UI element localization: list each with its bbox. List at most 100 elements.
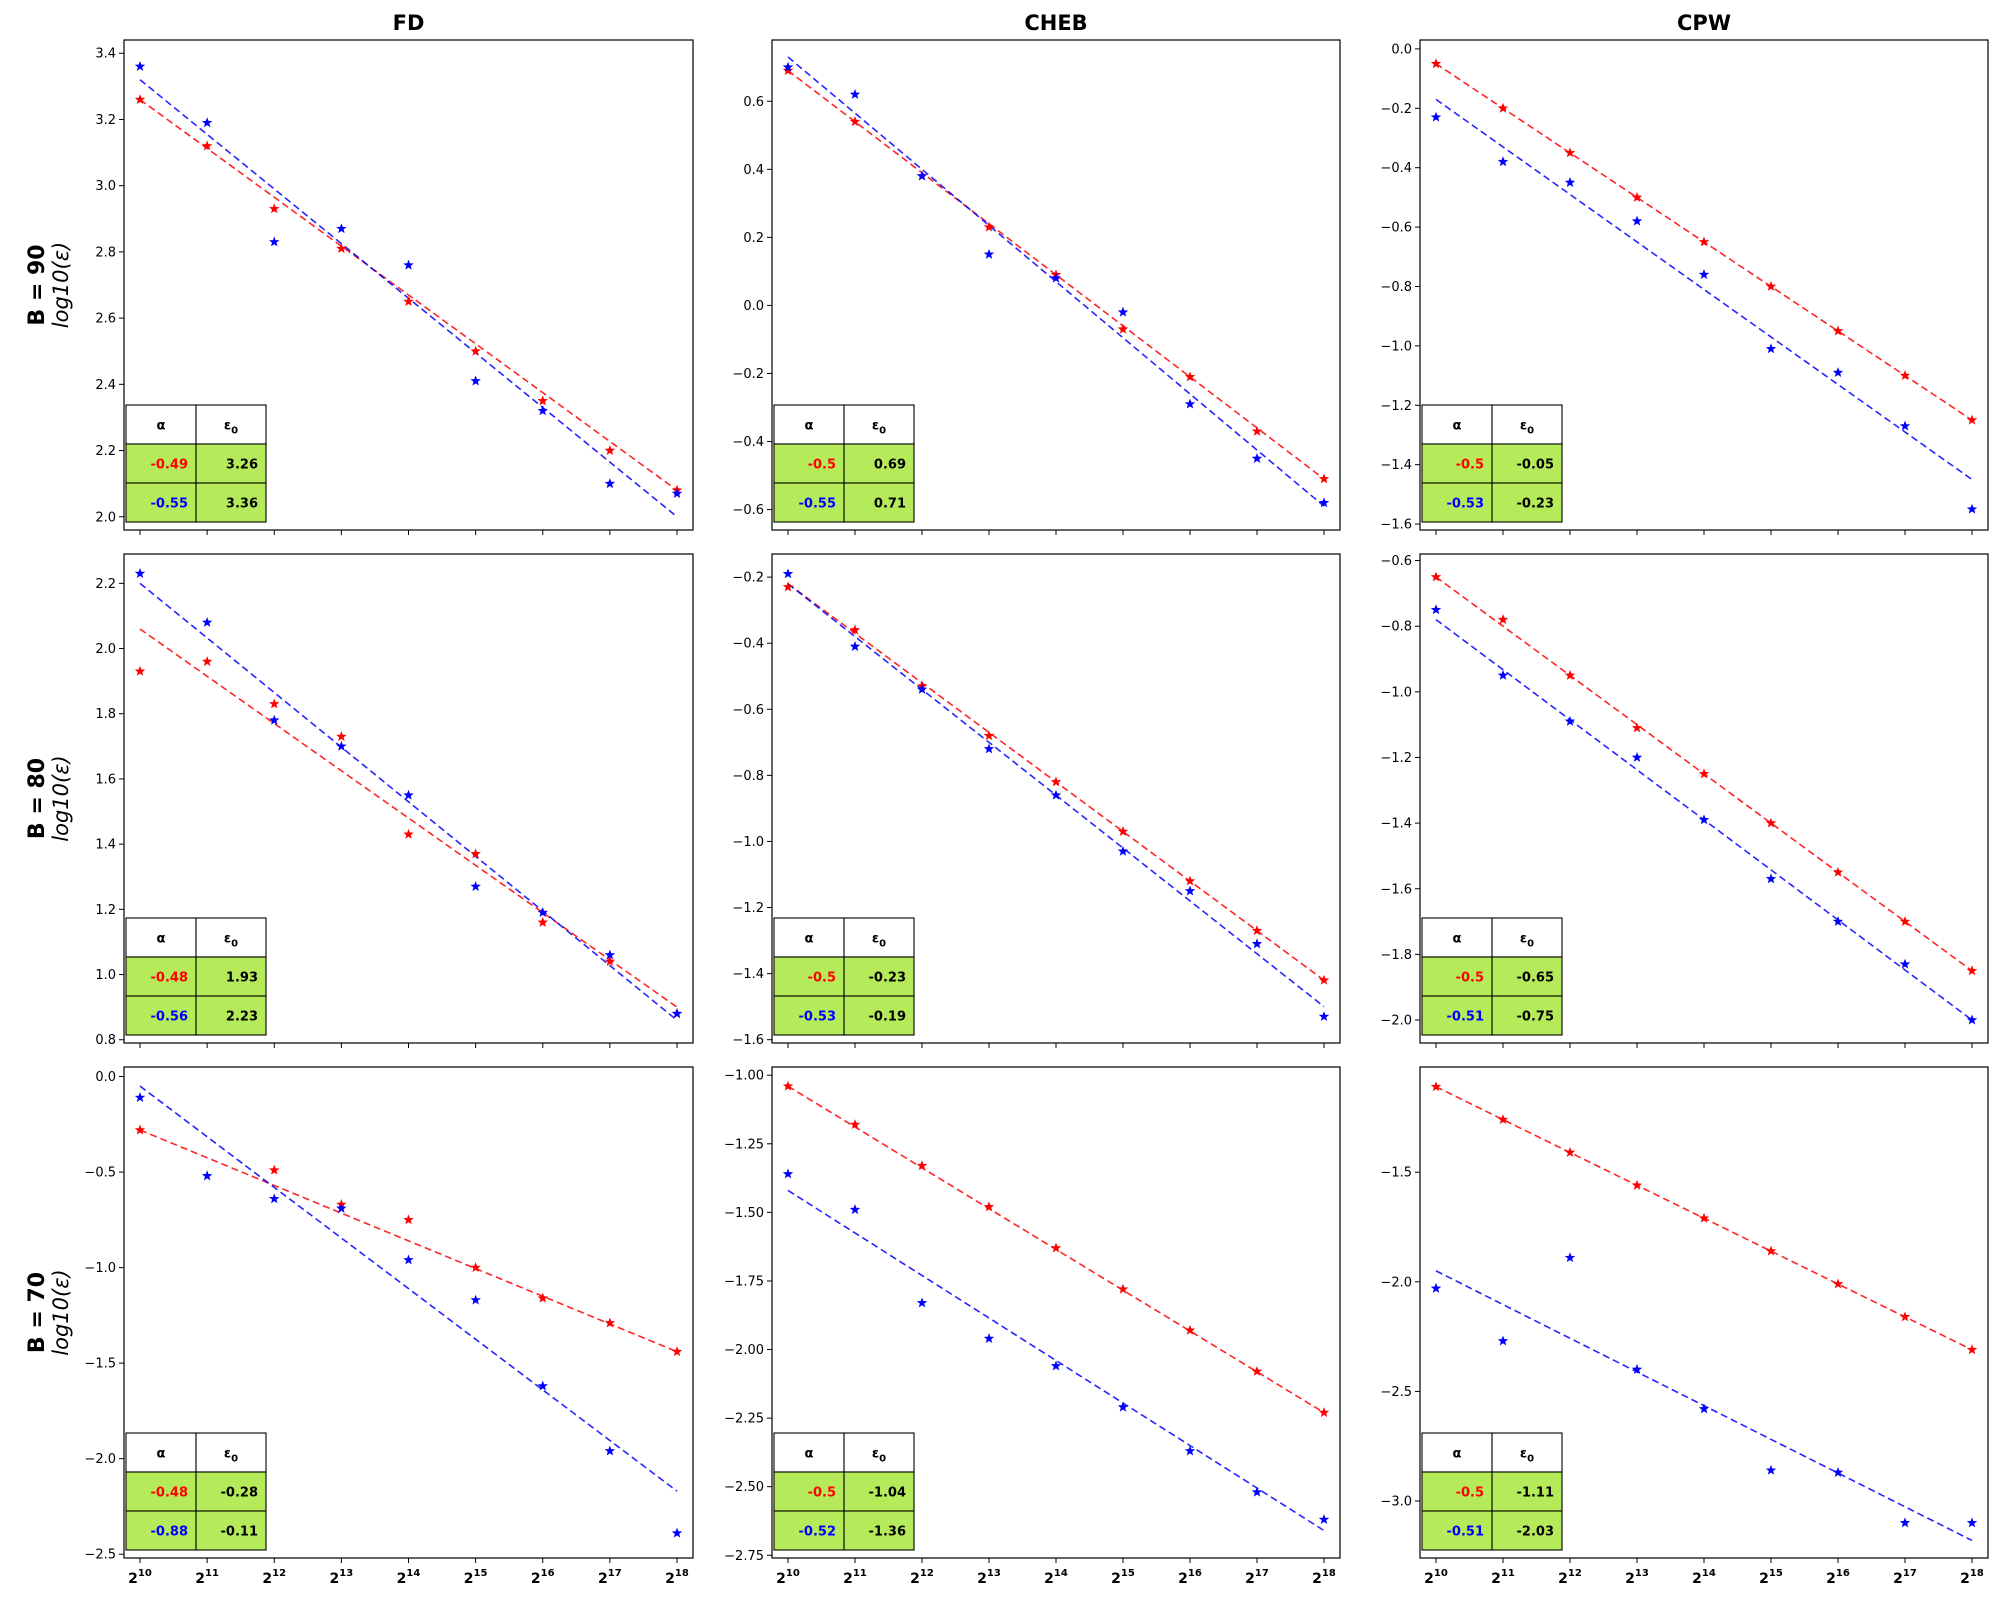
y-axis-label: log10(ε) <box>49 1269 73 1355</box>
data-point-blue <box>1050 272 1062 283</box>
y-tick-label: 2.2 <box>95 577 116 592</box>
eps0-value-red: 0.69 <box>874 458 906 473</box>
table-header-cell <box>125 404 197 445</box>
table-cell <box>195 956 267 997</box>
x-tick-label: 212 <box>1558 1568 1582 1587</box>
data-point-blue <box>1430 604 1442 615</box>
x-tick-label: 217 <box>1245 1568 1269 1587</box>
y-tick-label: −1.6 <box>1380 518 1412 533</box>
x-tick-label: 216 <box>1178 1568 1202 1587</box>
x-tick-label: 216 <box>531 1568 555 1587</box>
y-tick-label: −1.0 <box>1380 339 1412 354</box>
table-header-cell <box>1421 1432 1493 1473</box>
table-cell <box>843 995 915 1036</box>
y-tick-label: −1.6 <box>1380 882 1412 897</box>
alpha-value-red: -0.5 <box>1456 1486 1484 1501</box>
data-point-red <box>849 624 861 635</box>
fit-table: α ε0 -0.48 1.93 -0.56 2.23 <box>125 917 267 1036</box>
alpha-value-blue: -0.88 <box>151 1525 188 1540</box>
data-point-red <box>849 116 861 127</box>
y-tick-label: 2.4 <box>95 378 116 393</box>
alpha-value-red: -0.48 <box>151 1486 188 1501</box>
data-point-blue <box>1832 1467 1844 1477</box>
y-tick-label: −0.8 <box>732 769 764 784</box>
eps0-value-blue: 2.23 <box>226 1010 258 1025</box>
data-point-red <box>782 1080 794 1091</box>
y-tick-label: −2.0 <box>1380 1014 1412 1029</box>
fit-table: α ε0 -0.5 -0.65 -0.51 -0.75 <box>1421 917 1563 1036</box>
data-point-blue <box>604 949 616 960</box>
data-point-blue <box>1899 420 1911 431</box>
data-point-blue <box>201 117 213 128</box>
y-tick-label: −0.8 <box>1380 620 1412 635</box>
x-tick-label: 214 <box>397 1568 421 1587</box>
data-point-blue <box>1631 215 1643 226</box>
data-point-blue <box>983 743 995 754</box>
y-tick-label: −0.6 <box>1380 554 1412 569</box>
table-cell <box>843 1471 915 1512</box>
y-tick-label: 1.0 <box>95 968 116 983</box>
data-point-blue <box>134 60 146 71</box>
table-header-cell <box>843 404 915 445</box>
table-header-eps0: ε0 <box>1520 419 1534 437</box>
data-point-red <box>1430 58 1442 69</box>
table-header-eps0: ε0 <box>224 1447 238 1465</box>
table-cell <box>843 482 915 523</box>
y-tick-label: 1.8 <box>95 707 116 722</box>
alpha-value-red: -0.49 <box>151 458 188 473</box>
y-tick-label: 0.6 <box>743 95 764 110</box>
data-point-blue <box>537 405 548 416</box>
data-point-blue <box>201 1170 213 1181</box>
data-point-blue <box>849 88 861 99</box>
table-header-cell <box>195 1432 267 1473</box>
data-point-blue <box>1966 1517 1978 1528</box>
column-title-fd: FD <box>393 11 425 35</box>
y-tick-label: −1.0 <box>84 1261 116 1276</box>
data-point-blue <box>336 740 347 751</box>
data-point-red <box>1832 1278 1844 1289</box>
data-point-red <box>1698 768 1710 779</box>
data-point-red <box>1251 925 1263 936</box>
data-point-red <box>1631 1179 1643 1190</box>
y-tick-label: −1.2 <box>1380 399 1412 414</box>
alpha-value-blue: -0.53 <box>1447 497 1484 512</box>
y-tick-label: 0.4 <box>743 163 764 178</box>
x-tick-label: 218 <box>1312 1568 1336 1587</box>
table-header-alpha: α <box>1453 932 1462 947</box>
table-header-alpha: α <box>1453 1447 1462 1462</box>
fit-table: α ε0 -0.5 -1.11 -0.51 -2.03 <box>1421 1432 1563 1551</box>
table-cell <box>1491 482 1563 523</box>
fit-line-blue <box>139 582 678 1021</box>
y-tick-label: 0.8 <box>95 1033 116 1048</box>
data-point-red <box>134 1124 146 1135</box>
row-label-3: B = 70 log10(ε) <box>25 1269 73 1355</box>
row-title: B = 70 <box>25 1272 50 1353</box>
data-point-red <box>336 731 347 742</box>
data-point-blue <box>1318 1514 1330 1525</box>
panel-fd-row3: −2.5 −2.0 −1.5 −1.0 −0.5 0.0 210 211 212 213 214 21… <box>84 1066 694 1587</box>
data-point-blue <box>1698 814 1710 825</box>
data-point-red <box>1184 875 1196 886</box>
panel-cpw-row2: −2.0 −1.8 −1.6 −1.4 −1.2 −1.0 −0.8 −0.6 α ε0 -0.5 -… <box>1380 553 1989 1048</box>
data-point-red <box>1899 1311 1911 1322</box>
data-point-blue <box>1564 177 1576 187</box>
data-point-red <box>537 916 548 927</box>
table-cell <box>1491 995 1563 1036</box>
x-tick-label: 211 <box>1491 1568 1515 1587</box>
data-point-blue <box>470 375 481 386</box>
x-tick-label: 215 <box>1111 1568 1135 1587</box>
data-point-red <box>1698 1212 1710 1223</box>
fit-table: α ε0 -0.5 0.69 -0.55 0.71 <box>773 404 915 523</box>
eps0-value-blue: -0.23 <box>1517 497 1554 512</box>
data-point-blue <box>916 1297 928 1308</box>
y-tick-label: −0.6 <box>732 503 764 518</box>
data-point-red <box>537 1292 548 1303</box>
table-cell <box>773 482 845 523</box>
fit-table: α ε0 -0.49 3.26 -0.55 3.36 <box>125 404 267 523</box>
data-point-blue <box>403 259 414 270</box>
data-point-red <box>403 1214 414 1225</box>
data-point-blue <box>1184 398 1196 409</box>
column-title-cpw: CPW <box>1677 11 1731 35</box>
fit-table: α ε0 -0.5 -1.04 -0.52 -1.36 <box>773 1432 915 1551</box>
y-tick-label: −0.2 <box>1380 102 1412 117</box>
